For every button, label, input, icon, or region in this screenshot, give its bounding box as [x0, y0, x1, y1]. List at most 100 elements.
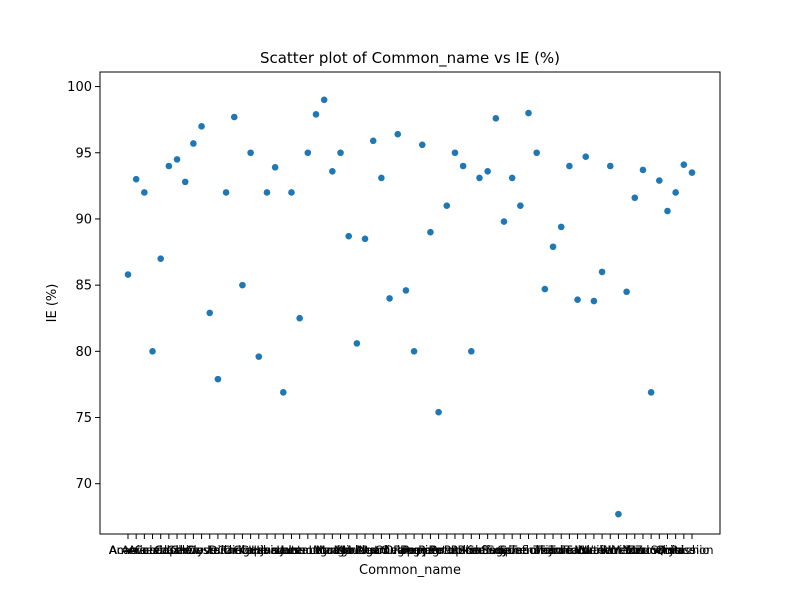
x-tick-label: Lotus [309, 543, 340, 557]
x-tick-label: Marigold [316, 543, 366, 557]
y-axis-label: IE (%) [45, 284, 60, 323]
x-tick-label: Jute [279, 543, 302, 557]
data-point [222, 189, 230, 196]
data-point [688, 169, 696, 176]
data-point [606, 162, 614, 170]
data-point [378, 174, 385, 182]
x-tick-label: Pomegranate [400, 543, 477, 557]
x-tick-label: Yarrow [623, 543, 662, 557]
data-point [345, 232, 352, 240]
x-tick-label: Chinese [170, 543, 216, 557]
x-tick-label: Willow [608, 543, 645, 557]
x-tick-label: Papaya [393, 543, 435, 557]
data-point [500, 218, 508, 225]
x-tick-label: Soybean [487, 543, 537, 557]
plot-area: 70 75 80 85 90 95 100 AcaciaAmericanAniseedAvoc… [67, 80, 713, 557]
data-point [141, 189, 148, 196]
data-point [337, 149, 344, 157]
x-tick-label: Tea [534, 543, 554, 557]
data-point [508, 174, 516, 182]
data-point [320, 96, 328, 104]
x-tick-label: Clove [185, 543, 217, 557]
x-tick-label: Lemongrass [281, 543, 351, 557]
data-point [672, 189, 679, 196]
data-point [549, 243, 557, 251]
data-point [165, 162, 173, 170]
x-tick-label: Pine [418, 543, 442, 557]
x-tick-label: Zedoary [627, 543, 675, 557]
data-point [394, 130, 402, 138]
data-point [656, 177, 663, 184]
y-tick-label: 70 [75, 477, 92, 492]
x-tick-label: Acacia [109, 543, 147, 557]
data-point [615, 510, 622, 518]
x-tick-label: Hibiscus [251, 543, 299, 557]
x-tick-label: Sunflower [500, 543, 558, 557]
x-tick-label: Tamarind [509, 543, 563, 557]
data-point [263, 189, 271, 196]
data-point [468, 348, 475, 355]
y-tick-label: 100 [67, 80, 92, 95]
data-point [149, 348, 156, 355]
y-tick-label: 85 [75, 279, 92, 294]
x-tick-label: Mint [336, 543, 361, 557]
data-point [361, 235, 369, 243]
x-tick-label: Sage [481, 543, 510, 557]
x-tick-label: Turmeric [560, 543, 611, 557]
data-point [239, 281, 246, 289]
x-tick-label: Sesame [481, 543, 527, 557]
data-point [124, 271, 132, 278]
x-tick-label: Onion [381, 543, 415, 557]
x-tick-label: Rose [458, 543, 486, 557]
data-point [590, 297, 598, 305]
y-tick-label: 80 [75, 345, 92, 360]
x-tick-label: Aniseed [121, 543, 167, 557]
x-tick-label: American [109, 543, 164, 557]
data-point [206, 309, 214, 317]
x-tick-label: Garlic [218, 543, 251, 557]
y-tick-label: 75 [75, 411, 92, 426]
data-point [329, 167, 336, 175]
x-tick-label: Wheat [600, 543, 638, 557]
data-point [451, 149, 459, 157]
x-tick-label: Avocado [128, 543, 177, 557]
x-tick-label: Tomato [547, 543, 590, 557]
x-tick-label: Yam [622, 543, 647, 557]
y-tick-label: 90 [75, 212, 92, 227]
x-tick-label: Quince [656, 543, 696, 557]
data-point [435, 408, 442, 416]
data-point [623, 288, 630, 296]
data-point [418, 141, 426, 149]
data-point [271, 164, 279, 171]
x-tick-label: Potato [428, 543, 465, 557]
data-point [680, 161, 688, 168]
x-tick-label: Radish [444, 543, 483, 557]
data-point [631, 194, 639, 202]
data-point [353, 340, 361, 347]
data-point [566, 162, 573, 170]
data-point [517, 202, 524, 210]
x-tick-label: Henna [248, 543, 285, 557]
x-tick-label: Fennel [207, 543, 245, 557]
x-tick-label: Dill [209, 543, 227, 557]
data-point [247, 149, 254, 157]
data-point [492, 115, 500, 122]
x-tick-label: Cape [154, 543, 183, 557]
x-tick-label: Pistachio [658, 543, 709, 557]
data-point [582, 153, 590, 161]
x-tick-label: Guava [240, 543, 277, 557]
y-tick-label: 95 [75, 146, 92, 161]
x-tick-label: Vanilla [575, 543, 613, 557]
x-tick-label: Custard [187, 543, 232, 557]
data-point [427, 228, 434, 236]
data-point [443, 202, 451, 210]
x-axis-label: Common_name [359, 563, 461, 578]
x-tick-label: Lantana [276, 543, 323, 557]
x-tick-label: Thyme [532, 543, 572, 557]
data-point [557, 223, 565, 231]
data-point [410, 348, 418, 355]
data-point [214, 375, 222, 383]
x-tick-label: Ginger [223, 543, 262, 557]
data-point [476, 174, 483, 182]
